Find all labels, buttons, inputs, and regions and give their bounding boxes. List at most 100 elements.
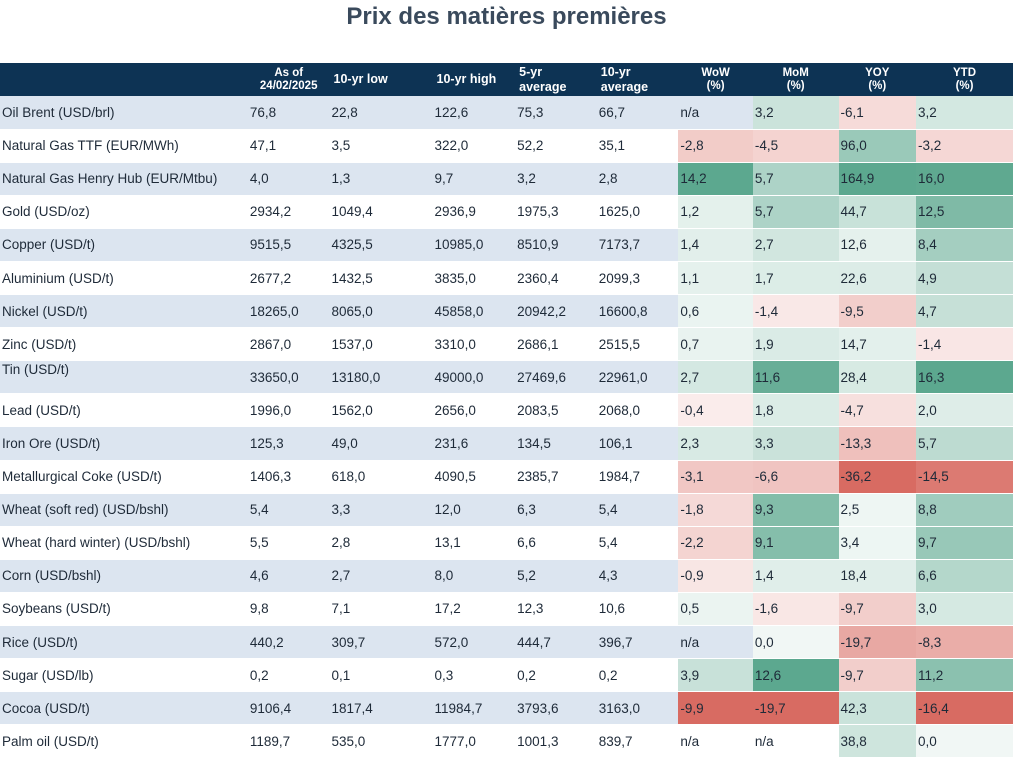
cell-ytd: -14,5: [916, 460, 1013, 494]
cell-avg5: 27469,6: [515, 360, 597, 395]
cell-low: 13180,0: [329, 360, 433, 395]
cell-asof: 5,4: [247, 493, 330, 527]
cell-ytd: 11,2: [916, 658, 1013, 693]
cell-wow: 2,3: [678, 426, 753, 461]
cell-name: Wheat (soft red) (USD/bshl): [0, 493, 248, 527]
cell-low: 1432,5: [329, 261, 433, 296]
cell-avg5: 6,3: [515, 493, 597, 527]
cell-avg10: 7173,7: [596, 228, 679, 262]
cell-avg5: 8510,9: [515, 228, 597, 262]
cell-yoy: -13,3: [838, 426, 917, 461]
table-row: Oil Brent (USD/brl) 76,8 22,8 122,6 75,3 66,7…: [0, 96, 1013, 130]
cell-wow: n/a: [678, 724, 753, 759]
cell-low: 2,7: [329, 559, 433, 593]
header-mom: MoM (%): [753, 63, 839, 96]
cell-name: Natural Gas Henry Hub (EUR/Mtbu): [0, 162, 248, 196]
cell-mom: 12,6: [752, 658, 839, 693]
cell-asof: 5,5: [247, 526, 330, 560]
cell-name: Iron Ore (USD/t): [0, 426, 248, 461]
cell-yoy: -19,7: [838, 625, 917, 660]
table-row: Gold (USD/oz) 2934,2 1049,4 2936,9 1975,3 162…: [0, 195, 1013, 229]
cell-low: 8065,0: [329, 294, 433, 329]
cell-high: 572,0: [432, 625, 516, 660]
cell-avg10: 5,4: [596, 526, 679, 560]
header-ytd-label: YTD: [953, 66, 977, 79]
cell-ytd: 4,7: [916, 294, 1013, 329]
header-5yr-label: 5-yr: [519, 64, 543, 79]
table-row: Zinc (USD/t) 2867,0 1537,0 3310,0 2686,1 2515…: [0, 327, 1013, 362]
cell-low: 618,0: [329, 460, 433, 494]
cell-low: 2,8: [329, 526, 433, 560]
cell-asof: 76,8: [247, 96, 330, 130]
cell-yoy: 38,8: [838, 724, 917, 759]
table-row: Wheat (hard winter) (USD/bshl) 5,5 2,8 13,1…: [0, 526, 1013, 560]
table-row: Metallurgical Coke (USD/t) 1406,3 618,0 409…: [0, 460, 1013, 494]
cell-low: 0,1: [329, 658, 433, 693]
cell-mom: 3,2: [752, 96, 839, 130]
cell-asof: 1189,7: [247, 724, 330, 759]
cell-wow: 0,5: [678, 592, 753, 627]
cell-name: Rice (USD/t): [0, 625, 248, 660]
commodity-table: As of 24/02/2025 10-yr low 10-yr high 5-…: [0, 63, 1013, 759]
header-10yr-average: 10-yr average: [597, 63, 679, 96]
header-name: [0, 63, 248, 96]
header-wow: WoW (%): [678, 63, 752, 96]
cell-name: Cocoa (USD/t): [0, 691, 248, 726]
cell-avg5: 3,2: [515, 162, 597, 196]
cell-asof: 9,8: [247, 592, 330, 627]
cell-name: Wheat (hard winter) (USD/bshl): [0, 526, 248, 560]
cell-avg10: 35,1: [596, 129, 679, 163]
cell-avg10: 396,7: [596, 625, 679, 660]
cell-yoy: -6,1: [838, 96, 917, 130]
cell-high: 122,6: [432, 96, 516, 130]
cell-ytd: 3,0: [916, 592, 1013, 627]
cell-name: Copper (USD/t): [0, 228, 248, 262]
header-wow-label: WoW: [701, 66, 730, 79]
cell-asof: 18265,0: [247, 294, 330, 329]
cell-mom: -6,6: [752, 460, 839, 494]
cell-name: Zinc (USD/t): [0, 327, 248, 362]
table-header-row: As of 24/02/2025 10-yr low 10-yr high 5-…: [0, 63, 1013, 96]
table-row: Iron Ore (USD/t) 125,3 49,0 231,6 134,5 106,1…: [0, 426, 1013, 461]
cell-mom: 3,3: [752, 426, 839, 461]
cell-name: Oil Brent (USD/brl): [0, 96, 248, 130]
cell-low: 49,0: [329, 426, 433, 461]
header-5yr-average: 5-yr average: [515, 63, 597, 96]
cell-wow: 3,9: [678, 658, 753, 693]
cell-avg10: 2099,3: [596, 261, 679, 296]
cell-name: Aluminium (USD/t): [0, 261, 248, 296]
cell-yoy: -9,7: [838, 658, 917, 693]
cell-wow: 1,2: [678, 195, 753, 229]
cell-ytd: 6,6: [916, 559, 1013, 593]
cell-avg10: 839,7: [596, 724, 679, 759]
cell-asof: 2867,0: [247, 327, 330, 362]
cell-avg10: 0,2: [596, 658, 679, 693]
cell-yoy: 2,5: [838, 493, 917, 527]
cell-wow: -0,4: [678, 393, 753, 428]
cell-wow: 14,2: [678, 162, 753, 196]
cell-avg10: 1625,0: [596, 195, 679, 229]
cell-ytd: 2,0: [916, 393, 1013, 428]
cell-mom: 5,7: [752, 162, 839, 196]
cell-wow: 0,7: [678, 327, 753, 362]
cell-mom: -1,4: [752, 294, 839, 329]
table-row: Wheat (soft red) (USD/bshl) 5,4 3,3 12,0 6,3…: [0, 493, 1013, 527]
cell-low: 1049,4: [329, 195, 433, 229]
cell-mom: 0,0: [752, 625, 839, 660]
cell-asof: 9515,5: [247, 228, 330, 262]
cell-avg10: 2515,5: [596, 327, 679, 362]
cell-high: 2936,9: [432, 195, 516, 229]
cell-yoy: -9,7: [838, 592, 917, 627]
cell-wow: 1,1: [678, 261, 753, 296]
cell-avg5: 52,2: [515, 129, 597, 163]
cell-yoy: 96,0: [838, 129, 917, 163]
table-row: Nickel (USD/t) 18265,0 8065,0 45858,0 20942,…: [0, 294, 1013, 329]
cell-mom: 9,1: [752, 526, 839, 560]
cell-ytd: 16,3: [916, 360, 1013, 395]
cell-high: 3310,0: [432, 327, 516, 362]
table-row: Sugar (USD/lb) 0,2 0,1 0,3 0,2 0,2 3,9 12,6 -9,7…: [0, 658, 1013, 693]
cell-name: Lead (USD/t): [0, 393, 248, 428]
cell-avg10: 2068,0: [596, 393, 679, 428]
header-10yr-low: 10-yr low: [333, 72, 388, 86]
header-yoy-unit: (%): [868, 79, 887, 92]
